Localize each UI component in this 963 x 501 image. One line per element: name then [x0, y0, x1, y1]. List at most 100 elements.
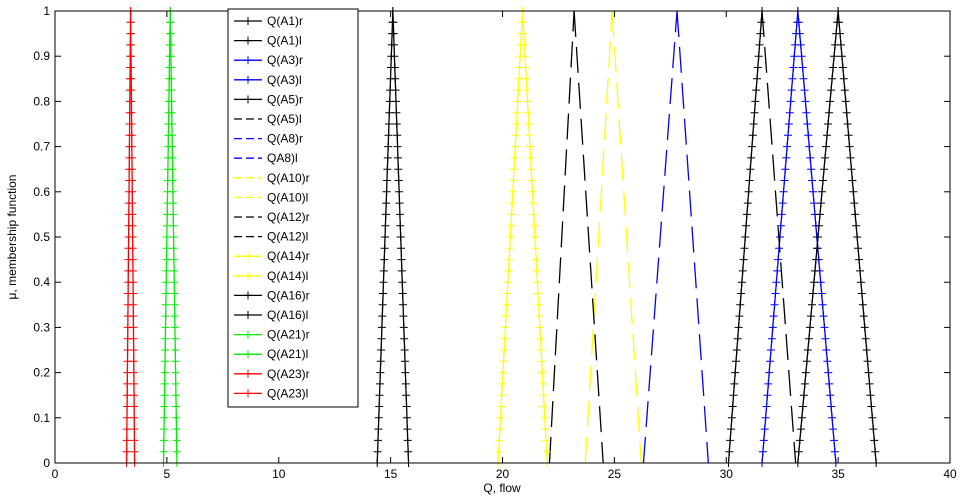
legend-marker-4 [244, 95, 252, 104]
series-marker-3 [828, 413, 837, 422]
legend-entry-16: Q(A21)r [267, 328, 310, 342]
series-marker-15 [836, 40, 845, 49]
series-marker-17 [168, 187, 177, 196]
series-marker-1 [395, 199, 404, 208]
series-marker-3 [808, 176, 817, 185]
legend-marker-15 [244, 311, 252, 319]
series-marker-12 [511, 142, 520, 151]
series-marker-14 [807, 300, 816, 309]
series-marker-2 [770, 300, 779, 309]
series-marker-12 [497, 391, 506, 400]
series-marker-14 [825, 108, 834, 117]
y-tick-label-9: 0.9 [33, 49, 50, 63]
series-marker-4 [742, 221, 751, 230]
legend-entry-5: Q(A5)l [267, 112, 302, 126]
series-marker-0 [378, 300, 387, 309]
series-marker-3 [803, 120, 812, 128]
series-marker-4 [741, 233, 750, 241]
series-marker-4 [735, 312, 744, 321]
series-marker-4 [747, 142, 756, 151]
series-marker-4 [753, 74, 762, 83]
legend-marker-12 [244, 252, 252, 261]
series-marker-0 [375, 379, 384, 388]
series-marker-1 [395, 210, 404, 219]
series-marker-2 [758, 447, 767, 456]
legend-marker-1 [244, 36, 252, 45]
series-line-10 [548, 10, 575, 464]
series-marker-12 [495, 436, 504, 445]
series-marker-2 [760, 425, 769, 434]
series-marker-19 [129, 334, 138, 343]
series-marker-12 [507, 210, 516, 219]
series-marker-15 [847, 165, 856, 174]
series-marker-17 [166, 18, 175, 27]
series-marker-2 [783, 142, 792, 151]
series-marker-0 [379, 266, 388, 275]
series-marker-2 [784, 120, 793, 128]
series-marker-14 [819, 176, 828, 185]
series-marker-17 [171, 379, 180, 388]
series-marker-17 [169, 233, 178, 241]
series-marker-15 [848, 176, 857, 185]
y-tick-label-2: 0.2 [33, 366, 50, 380]
series-marker-3 [797, 52, 806, 61]
series-marker-2 [781, 165, 790, 174]
series-marker-1 [393, 153, 402, 162]
series-marker-2 [778, 199, 787, 208]
series-marker-0 [381, 210, 390, 219]
series-marker-1 [399, 300, 408, 309]
series-marker-15 [836, 29, 845, 38]
series-marker-13 [540, 413, 549, 422]
series-marker-17 [167, 74, 176, 83]
axes-layer: 0 5 10 15 20 25 30 35 40 0 0.1 0.2 0.3 0.4 0.5 0.6 0.7 0.… [33, 4, 957, 481]
series-marker-13 [534, 300, 543, 309]
legend-entry-2: Q(A3)r [267, 53, 303, 67]
series-marker-2 [772, 278, 781, 287]
series-marker-15 [841, 97, 850, 106]
series-marker-19 [128, 233, 137, 241]
series-marker-4 [754, 52, 763, 61]
legend-entry-11: Q(A12)l [267, 230, 308, 244]
series-marker-2 [777, 210, 786, 219]
series-marker-14 [823, 131, 832, 140]
series-marker-13 [529, 210, 538, 219]
legend-entry-1: Q(A1)l [267, 34, 302, 48]
series-marker-17 [168, 176, 177, 185]
series-marker-4 [736, 300, 745, 309]
series-marker-16 [161, 346, 170, 354]
series-marker-3 [816, 278, 825, 287]
series-marker-18 [123, 402, 132, 411]
series-marker-17 [166, 52, 175, 61]
x-tick-label-0: 0 [52, 467, 59, 481]
series-marker-1 [393, 131, 402, 140]
y-tick-label-4: 0.4 [33, 275, 50, 289]
series-marker-14 [810, 266, 819, 275]
y-tick-label-10: 1 [43, 4, 50, 18]
series-marker-3 [802, 108, 811, 117]
series-marker-0 [377, 346, 386, 354]
series-marker-2 [789, 63, 798, 72]
series-marker-14 [830, 52, 839, 61]
series-marker-1 [401, 379, 410, 388]
series-marker-16 [161, 312, 170, 321]
series-marker-0 [384, 131, 393, 140]
series-marker-14 [806, 312, 815, 321]
series-marker-17 [168, 165, 177, 174]
series-marker-1 [403, 436, 412, 445]
series-marker-4 [730, 379, 739, 388]
series-marker-14 [827, 86, 836, 95]
series-marker-15 [855, 255, 864, 264]
series-line-8 [584, 10, 613, 464]
legend-entry-6: Q(A8)r [267, 132, 303, 146]
series-marker-0 [376, 368, 385, 377]
series-marker-0 [377, 334, 386, 343]
series-marker-1 [404, 447, 413, 456]
series-marker-16 [160, 425, 169, 434]
legend-entry-7: QA8)l [267, 151, 298, 165]
series-marker-14 [817, 199, 826, 208]
series-marker-1 [392, 108, 401, 117]
series-marker-17 [167, 86, 176, 95]
series-marker-17 [167, 108, 176, 117]
series-marker-14 [800, 379, 809, 388]
series-marker-3 [801, 97, 810, 106]
